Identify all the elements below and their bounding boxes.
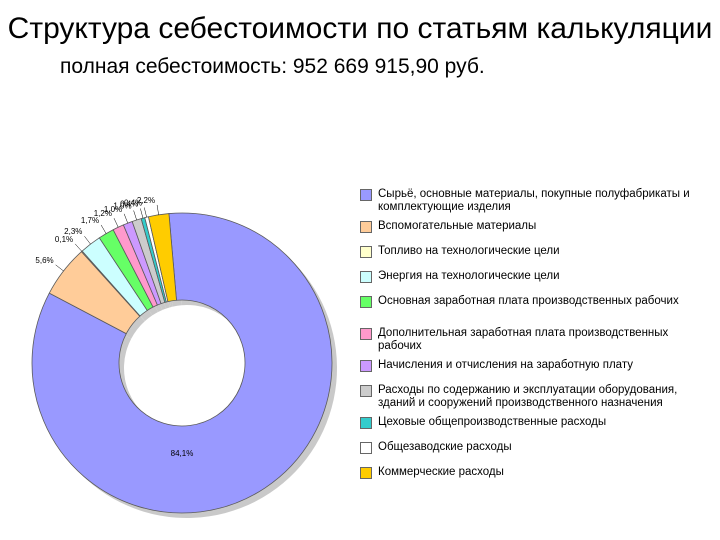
legend-swatch-3	[360, 271, 372, 283]
slice-label-3: 2,3%	[64, 227, 82, 236]
legend-label-8: Цеховые общепроизводственные расходы	[378, 416, 710, 429]
slice-label-1: 5,6%	[35, 256, 53, 265]
legend-item-4: Основная заработная плата производственн…	[360, 295, 710, 323]
legend-label-0: Сырьё, основные материалы, покупные полу…	[378, 188, 710, 213]
legend-swatch-6	[360, 360, 372, 372]
legend-item-1: Вспомогательные материалы	[360, 220, 710, 241]
legend-label-4: Основная заработная плата производственн…	[378, 295, 710, 308]
legend-item-3: Энергия на технологические цели	[360, 270, 710, 291]
legend-swatch-0	[360, 189, 372, 201]
legend-item-5: Дополнительная заработная плата производ…	[360, 327, 710, 355]
legend-label-2: Топливо на технологические цели	[378, 245, 710, 258]
legend-item-0: Сырьё, основные материалы, покупные полу…	[360, 188, 710, 216]
legend-item-10: Коммерческие расходы	[360, 466, 710, 487]
legend-label-10: Коммерческие расходы	[378, 466, 710, 479]
slide-subtitle: полная себестоимость: 952 669 915,90 руб…	[0, 45, 720, 79]
legend-label-6: Начисления и отчисления на заработную пл…	[378, 359, 710, 372]
legend-swatch-4	[360, 296, 372, 308]
legend-label-7: Расходы по содержанию и эксплуатации обо…	[378, 384, 710, 409]
slice-label-0: 84,1%	[171, 449, 194, 458]
legend-swatch-9	[360, 442, 372, 454]
legend-swatch-10	[360, 467, 372, 479]
legend-label-5: Дополнительная заработная плата производ…	[378, 327, 710, 352]
slide-title: Структура себестоимости по статьям кальк…	[0, 0, 720, 45]
chart-legend: Сырьё, основные материалы, покупные полу…	[360, 188, 710, 491]
slice-label-2: 0,1%	[55, 235, 73, 244]
legend-item-8: Цеховые общепроизводственные расходы	[360, 416, 710, 437]
legend-swatch-8	[360, 417, 372, 429]
legend-label-9: Общезаводские расходы	[378, 441, 710, 454]
legend-swatch-5	[360, 328, 372, 340]
slide-container: Структура себестоимости по статьям кальк…	[0, 0, 720, 540]
legend-label-1: Вспомогательные материалы	[378, 220, 710, 233]
legend-swatch-7	[360, 385, 372, 397]
legend-swatch-1	[360, 221, 372, 233]
legend-item-6: Начисления и отчисления на заработную пл…	[360, 359, 710, 380]
slice-label-10: 2,2%	[137, 196, 155, 205]
legend-item-2: Топливо на технологические цели	[360, 245, 710, 266]
legend-item-7: Расходы по содержанию и эксплуатации обо…	[360, 384, 710, 412]
legend-item-9: Общезаводские расходы	[360, 441, 710, 462]
donut-chart: 84,1%5,6%0,1%2,3%1,7%1,2%1,0%1,0%0,4%0,4…	[10, 165, 350, 525]
legend-swatch-2	[360, 246, 372, 258]
legend-label-3: Энергия на технологические цели	[378, 270, 710, 283]
